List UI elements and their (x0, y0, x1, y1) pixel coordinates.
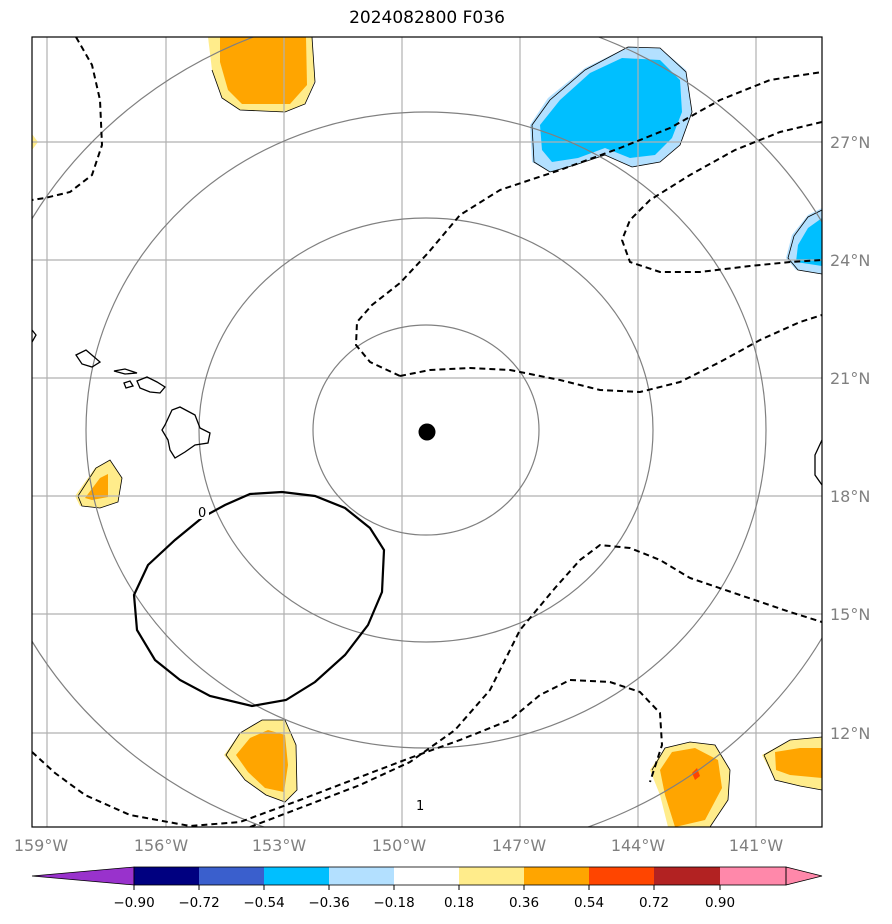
colorbar-tick-label: 0.90 (705, 895, 735, 911)
storm-center-marker (418, 423, 436, 441)
lat-label: 21°N (830, 369, 870, 388)
positive-anomaly-region (775, 748, 822, 778)
lon-label: 156°W (134, 836, 189, 855)
colorbar-segment (589, 867, 654, 885)
colorbar-extend-low (31, 866, 135, 886)
positive-anomaly-region (236, 730, 288, 792)
colorbar-tick-label: −0.54 (243, 895, 284, 911)
lat-label: 18°N (830, 487, 870, 506)
range-ring-outer (32, 37, 822, 827)
colorbar-segment (199, 867, 264, 885)
island-oahu (75, 349, 102, 368)
contour-label-zero: 0 (198, 506, 206, 521)
map-title: 2024082800 F036 (349, 8, 505, 28)
lon-label: 141°W (729, 836, 784, 855)
anomaly-outlines (77, 37, 822, 827)
colorbar-segment (329, 867, 394, 885)
colorbar-segment (459, 867, 524, 885)
colorbar-tick-label: 0.54 (574, 895, 604, 911)
colorbar-tick-label: −0.18 (373, 895, 414, 911)
lon-label: 147°W (492, 836, 547, 855)
coastlines (32, 329, 822, 486)
lon-label: 159°W (14, 836, 69, 855)
colorbar-segment (394, 867, 459, 885)
colorbar-segment (524, 867, 589, 885)
contour-labels: 0 1 (197, 505, 427, 814)
range-ring-2 (198, 217, 654, 643)
map-frame (31, 36, 823, 828)
range-ring-3 (85, 111, 767, 749)
zero-contour (132, 490, 386, 708)
colorbar-tick-label: −0.72 (178, 895, 219, 911)
coast-right-edge (814, 439, 822, 486)
lon-label: 153°W (252, 836, 307, 855)
colorbar-tick-label: 0.72 (639, 895, 669, 911)
colorbar-tick-label: 0.18 (444, 895, 474, 911)
range-rings (32, 37, 822, 827)
lat-label: 15°N (830, 605, 870, 624)
range-ring-inner (312, 324, 540, 536)
colorbar-segment (264, 867, 329, 885)
positive-anomaly-region (220, 37, 307, 104)
lat-label: 24°N (830, 251, 870, 270)
colorbar-segment (720, 867, 786, 885)
colorbar-extend-high (785, 866, 823, 886)
island-kauai (32, 329, 37, 343)
latitude-labels: 27°N 24°N 21°N 18°N 15°N 12°N (830, 133, 870, 743)
island-big-island (161, 406, 211, 459)
island-lanai (123, 380, 134, 389)
colorbar-segment (654, 867, 720, 885)
lon-label: 150°W (372, 836, 427, 855)
positive-anomaly-region (85, 474, 108, 500)
colorbar: −0.90 −0.72 −0.54 −0.36 −0.18 0.18 0.36 … (31, 866, 823, 911)
colorbar-tick-label: −0.90 (113, 895, 154, 911)
lon-label: 144°W (611, 836, 666, 855)
colorbar-tick-label: −0.36 (308, 895, 349, 911)
graticule (32, 37, 822, 827)
negative-anomaly-region (540, 58, 682, 162)
island-molokai (113, 368, 138, 375)
lat-label: 27°N (830, 133, 870, 152)
dashed-contours (32, 37, 822, 827)
contour-label-one: 1 (416, 799, 424, 814)
lat-label: 12°N (830, 724, 870, 743)
map-area: 0 1 (32, 37, 822, 827)
longitude-labels: 159°W 156°W 153°W 150°W 147°W 144°W 141°… (14, 836, 784, 855)
island-maui (136, 376, 166, 394)
negative-anomaly-region (796, 218, 822, 266)
positive-anomaly-region (660, 748, 722, 827)
colorbar-tick-label: 0.36 (509, 895, 539, 911)
colorbar-segment (134, 867, 199, 885)
